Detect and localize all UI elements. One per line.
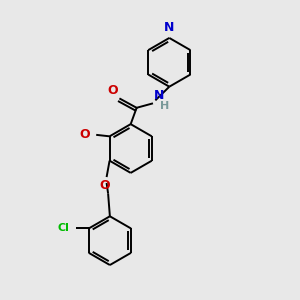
Text: H: H	[160, 101, 170, 111]
Text: O: O	[100, 179, 110, 192]
Text: Cl: Cl	[58, 224, 69, 233]
Text: O: O	[80, 128, 90, 141]
Text: N: N	[154, 89, 164, 102]
Text: N: N	[164, 21, 175, 34]
Text: O: O	[107, 84, 118, 98]
